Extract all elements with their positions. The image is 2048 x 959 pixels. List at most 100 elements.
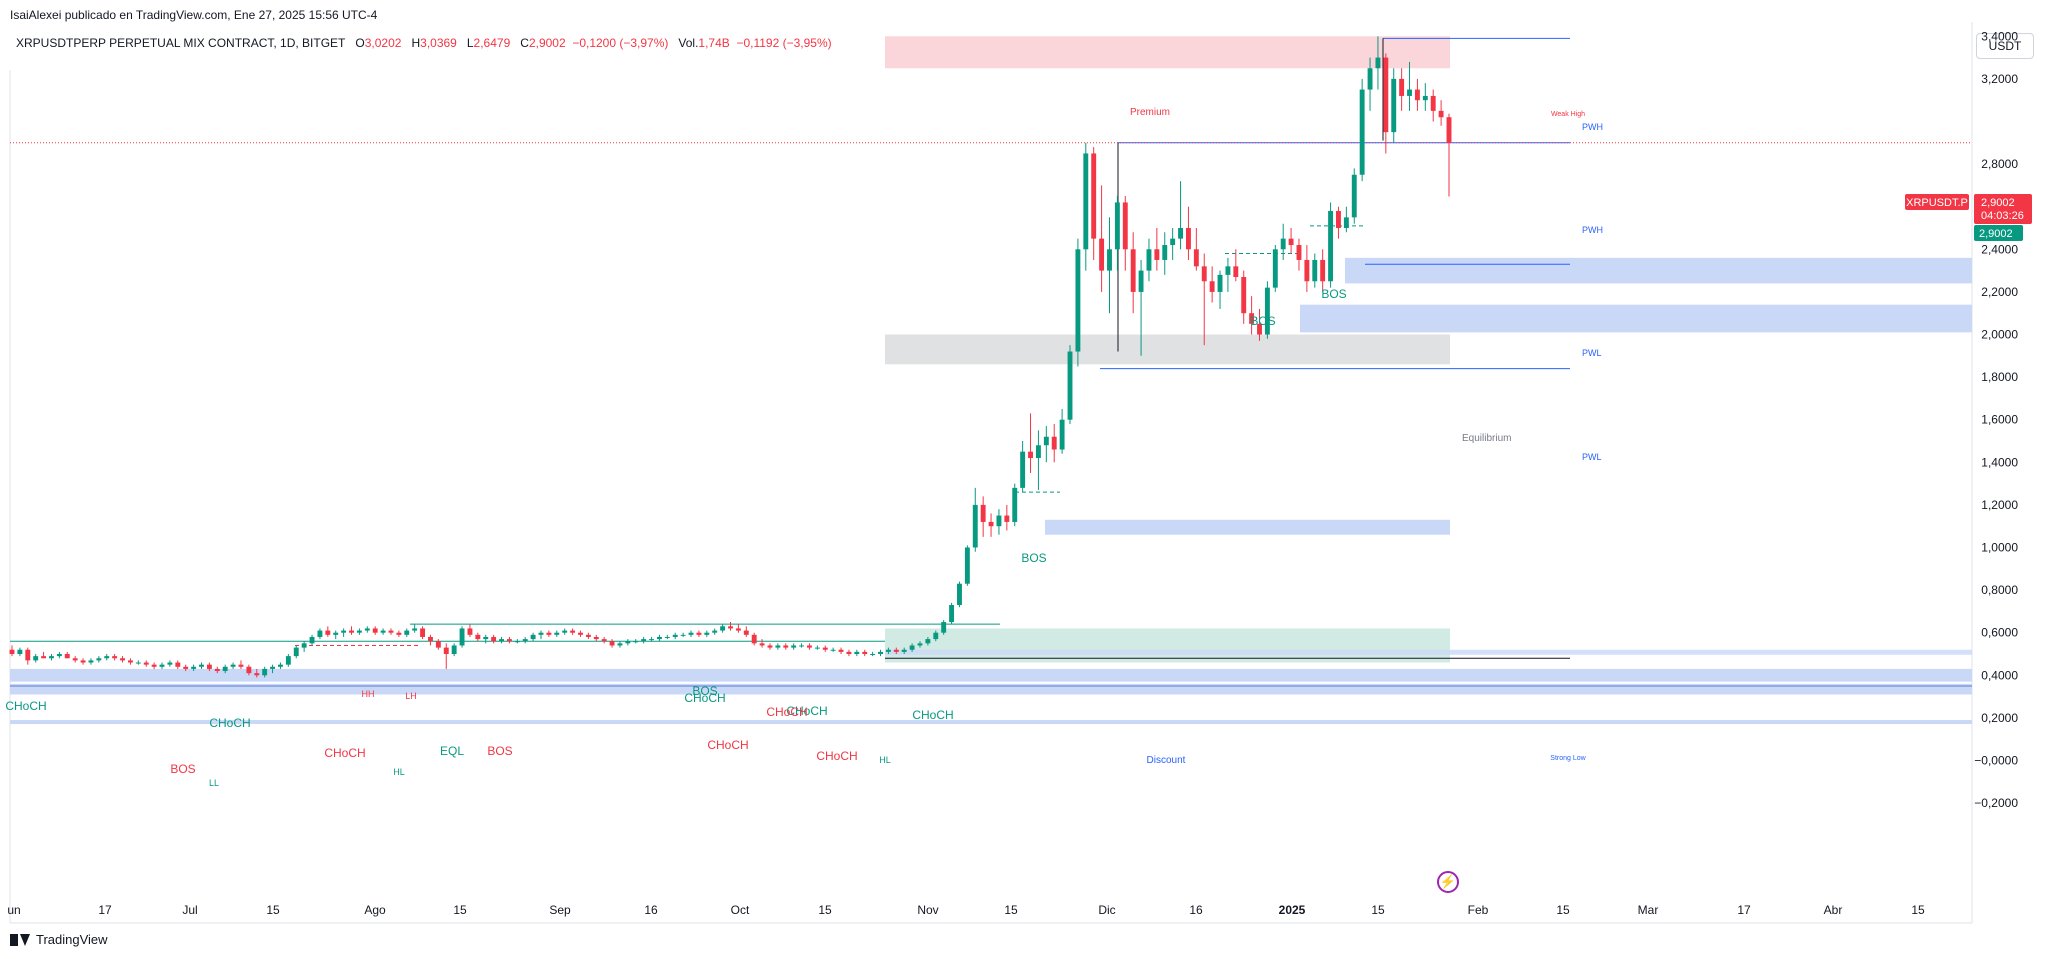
candle-body [759, 643, 765, 646]
candles-group [9, 36, 1452, 678]
order-block-4 [10, 668, 1972, 682]
price-label-bg [1974, 225, 2023, 241]
candle-body [364, 628, 370, 631]
time-axis-label: 17 [1737, 903, 1751, 917]
candle-body [9, 649, 15, 654]
candle-body [1217, 274, 1223, 292]
pwh-label: PWH [1582, 122, 1603, 132]
candle-body [293, 647, 299, 657]
candle-body [467, 628, 473, 635]
price-tick-label: 1,8000 [1981, 370, 2018, 384]
candle-body [222, 666, 228, 672]
candle-body [341, 630, 347, 633]
eql-label: EQL [440, 744, 464, 758]
candle-body [601, 639, 607, 642]
candle-body [664, 636, 670, 638]
ll-label: LL [209, 778, 219, 788]
candle-body [672, 634, 678, 637]
candle-body [814, 647, 820, 649]
candle-body [1422, 95, 1428, 101]
candle-body [633, 641, 639, 643]
candle-body [617, 643, 623, 646]
price-label-text: 2,9002 [1979, 228, 2013, 240]
candle-body [17, 649, 23, 654]
time-axis-label: Feb [1468, 903, 1489, 917]
time-axis-label: 15 [1911, 903, 1925, 917]
candle-body [957, 583, 962, 606]
candle-body [459, 628, 465, 646]
price-tick-label: 1,6000 [1981, 413, 2018, 427]
candle-body [246, 666, 252, 674]
candle-body [743, 630, 749, 635]
candle-body [41, 656, 47, 659]
candle-body [949, 605, 955, 623]
candle-body [1391, 78, 1397, 133]
candle-body [1051, 436, 1057, 450]
candle-body [143, 662, 149, 665]
candle-body [712, 630, 718, 633]
candle-body [120, 658, 125, 661]
candle-body [1383, 57, 1389, 133]
candle-body [1154, 249, 1160, 260]
candle-body [135, 662, 141, 664]
lightning-icon[interactable]: ⚡ [1437, 871, 1459, 893]
candle-body [593, 636, 599, 640]
candle-body [807, 645, 812, 648]
candle-body [443, 647, 449, 654]
candle-body [167, 662, 173, 665]
candle-body [885, 649, 891, 652]
candle-body [1320, 259, 1326, 282]
candle-body [893, 649, 899, 652]
time-axis-label: 15 [266, 903, 280, 917]
candle-body [988, 521, 994, 527]
candle-body [1304, 259, 1310, 282]
hl-label-1: HL [393, 767, 405, 777]
countdown-text: 04:03:26 [1981, 210, 2024, 222]
candle-body [838, 649, 844, 652]
candle-body [1257, 323, 1262, 335]
candle-body [649, 639, 654, 641]
candle-body [1107, 249, 1112, 271]
candle-body [972, 504, 978, 548]
candle-body [64, 654, 70, 659]
candle-body [127, 660, 133, 663]
candle-body [506, 639, 512, 642]
bos-label-5: BOS [170, 762, 195, 776]
price-tick-label: 3,2000 [1981, 72, 2018, 86]
choch-label-1: CHoCH [5, 699, 46, 713]
candle-body [1336, 210, 1341, 228]
candle-body [270, 666, 276, 669]
equilibrium-label: Equilibrium [1462, 433, 1511, 444]
candle-body [1193, 249, 1199, 267]
candle-body [372, 628, 378, 633]
candle-body [349, 630, 354, 633]
order-block-2 [1300, 304, 1972, 333]
candle-body [925, 639, 931, 644]
candle-body [1438, 110, 1444, 118]
candle-body [775, 645, 781, 648]
candle-body [96, 658, 102, 661]
price-tick-label: 2,8000 [1981, 157, 2018, 171]
candle-body [878, 651, 883, 654]
time-axis-label: Jul [182, 903, 197, 917]
candle-body [1130, 249, 1136, 292]
candle-body [688, 632, 694, 635]
choch-label-2: CHoCH [209, 716, 250, 730]
tradingview-logo[interactable]: TradingView [10, 932, 108, 947]
choch-label-7: CHoCH [816, 749, 857, 763]
candle-body [262, 668, 268, 676]
candle-body [964, 547, 970, 584]
candle-body [538, 632, 544, 635]
price-tick-label: 2,2000 [1981, 285, 2018, 299]
candle-body [491, 636, 497, 642]
time-axis-label: 17 [98, 903, 112, 917]
candle-body [451, 645, 457, 654]
candle-body [56, 654, 62, 657]
currency-button[interactable]: USDT [1976, 33, 2034, 59]
candle-body [1328, 210, 1334, 282]
volume-label: Vol. [678, 36, 699, 50]
last-price-text: 2,9002 [1981, 197, 2015, 209]
candle-body [1043, 436, 1049, 446]
candle-body [1004, 515, 1010, 522]
